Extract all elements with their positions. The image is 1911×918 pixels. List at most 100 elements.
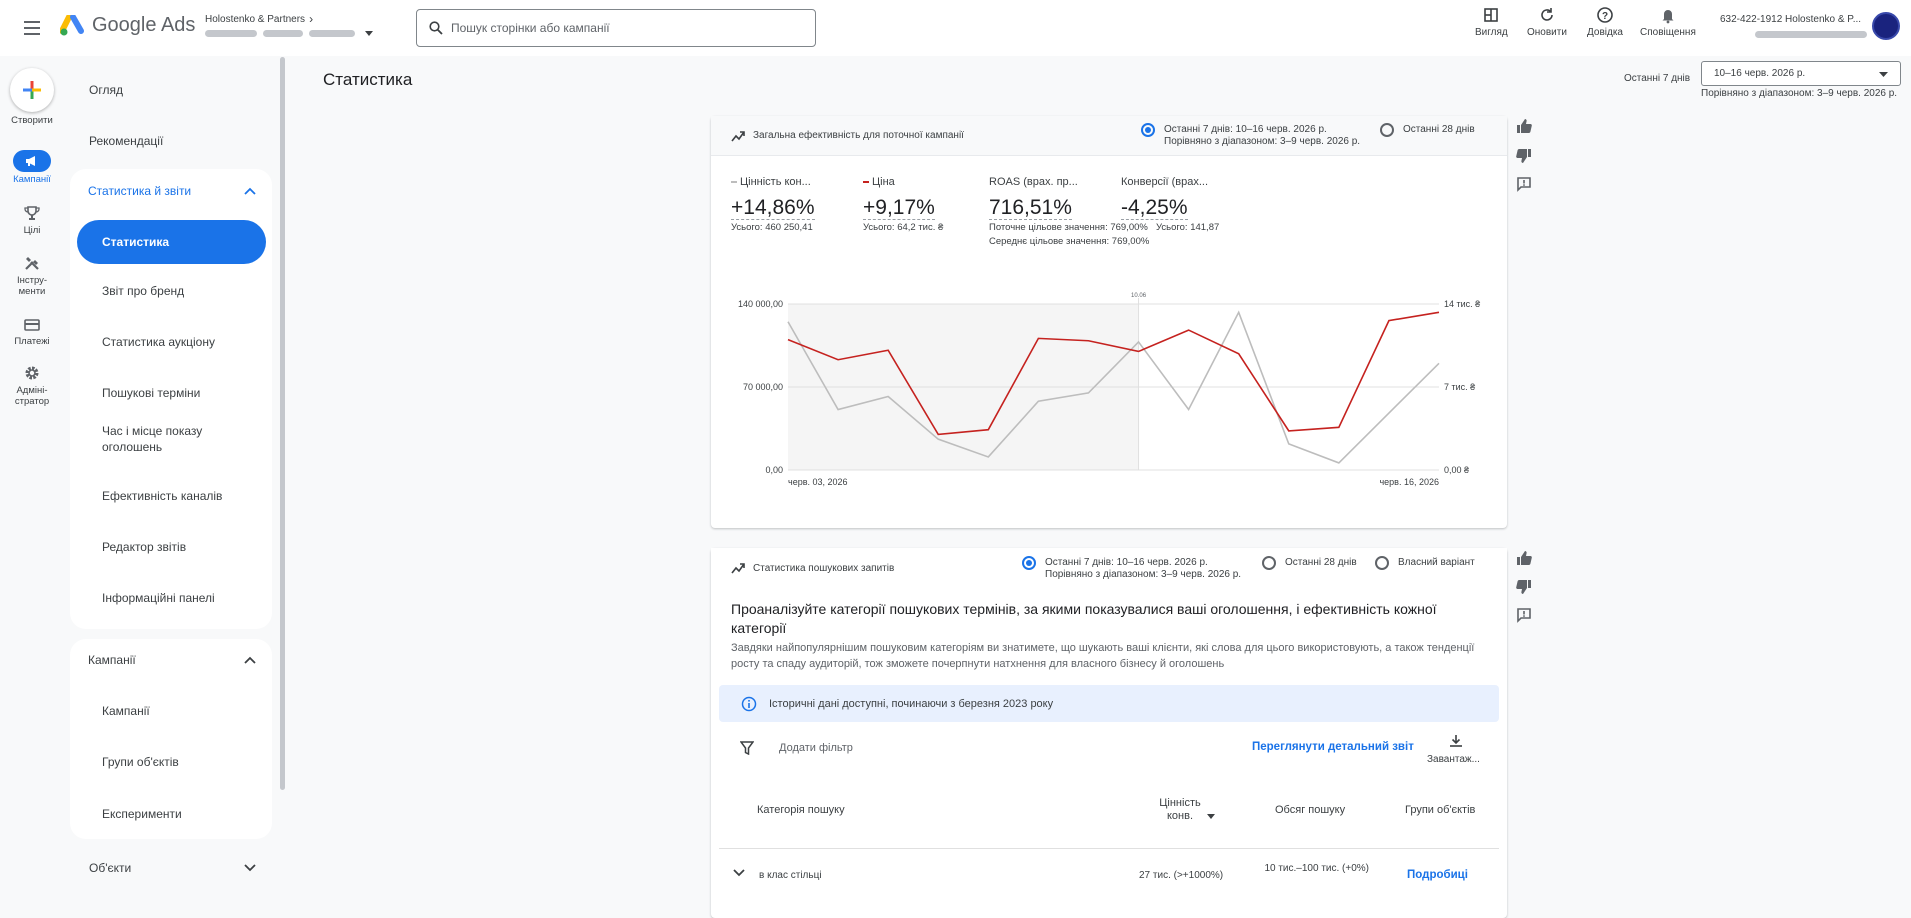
google-ads-logo[interactable]: Google Ads xyxy=(60,14,195,37)
nav-item-asset-groups[interactable]: Групи об'єктів xyxy=(102,755,179,769)
metric-roas[interactable]: ROAS (врах. пр... 716,51% Поточне цільов… xyxy=(989,176,1169,248)
rail-label-goals: Цілі xyxy=(23,225,41,236)
series-swatch-red xyxy=(863,181,869,183)
y-right-tick-label: 7 тис. ₴ xyxy=(1444,382,1475,392)
download-button[interactable]: Завантаж... xyxy=(1427,754,1480,765)
search-icon xyxy=(429,21,443,35)
date-range-selector[interactable]: 10–16 черв. 2026 р. xyxy=(1701,61,1901,86)
thumbs-up-icon[interactable] xyxy=(1516,550,1532,566)
performance-card: Загальна ефективність для поточної кампа… xyxy=(711,116,1507,528)
search-insights-title: Статистика пошукових запитів xyxy=(753,562,895,574)
filter-icon[interactable] xyxy=(740,741,754,755)
view-detailed-report-link[interactable]: Переглянути детальний звіт xyxy=(1252,741,1414,753)
nav-item-report-editor[interactable]: Редактор звітів xyxy=(102,540,187,554)
nav-overview[interactable]: Огляд xyxy=(89,83,123,97)
sort-desc-icon xyxy=(1207,814,1215,819)
thumbs-down-icon[interactable] xyxy=(1516,579,1532,595)
download-icon[interactable] xyxy=(1449,734,1463,748)
row-category: в клас стільці xyxy=(759,870,822,881)
metric-conversions[interactable]: Конверсії (врах... -4,25% Усього: 141,87 xyxy=(1121,176,1219,234)
feedback-icon[interactable] xyxy=(1516,176,1532,192)
row-search-volume: 10 тис.–100 тис. (+0%) xyxy=(1264,863,1369,874)
radio-last-28-days[interactable] xyxy=(1380,123,1394,137)
nav-item-statistics[interactable]: Статистика xyxy=(77,220,266,264)
thumbs-down-icon[interactable] xyxy=(1516,148,1532,164)
rail-label-billing: Платежі xyxy=(14,336,50,347)
search-input[interactable] xyxy=(451,21,781,35)
search-insights-description: Завдяки найпопулярнішим пошуковим катего… xyxy=(731,642,1475,670)
campaigns-pill xyxy=(13,150,51,172)
row-details-link[interactable]: Подробиці xyxy=(1407,869,1468,881)
notifications-button[interactable]: Сповіщення xyxy=(1640,6,1696,38)
rail-label-campaigns: Кампанії xyxy=(13,174,51,185)
nav-reports-header[interactable]: Статистика й звіти xyxy=(88,184,256,198)
nav-item-channel-performance[interactable]: Ефективність каналів xyxy=(102,489,223,503)
radio-last-28-days-label: Останні 28 днів xyxy=(1403,124,1475,135)
avatar[interactable] xyxy=(1872,12,1900,40)
rail-item-campaigns[interactable]: Кампанії xyxy=(0,150,64,185)
rail-item-tools[interactable]: Інстру-менти xyxy=(0,255,64,297)
help-label: Довідка xyxy=(1587,27,1623,38)
nav-item-when-where[interactable]: Час і місце показу оголошень xyxy=(102,424,203,454)
refresh-button[interactable]: Оновити xyxy=(1527,6,1567,38)
view-button[interactable]: Вигляд xyxy=(1475,6,1508,38)
dropdown-arrow-icon xyxy=(1879,72,1888,77)
create-button[interactable] xyxy=(10,68,54,112)
metric-name: Цінність кон... xyxy=(740,176,811,188)
performance-card-title: Загальна ефективність для поточної кампа… xyxy=(753,130,964,141)
metric-cost[interactable]: Ціна +9,17% Усього: 64,2 тис. ₴ xyxy=(863,176,943,234)
radio-last-7-days[interactable] xyxy=(1022,556,1036,570)
rail-item-billing[interactable]: Платежі xyxy=(0,318,64,347)
metric-total: Усього: 460 250,41 xyxy=(731,222,813,233)
add-filter-button[interactable]: Додати фільтр xyxy=(779,742,853,754)
metric-conv-value[interactable]: Цінність кон... +14,86% Усього: 460 250,… xyxy=(731,176,815,234)
chevron-right-icon: › xyxy=(309,12,314,26)
nav-recommendations[interactable]: Рекомендації xyxy=(89,134,164,148)
column-header-asset-groups[interactable]: Групи об'єктів xyxy=(1405,804,1476,816)
chevron-down-icon[interactable] xyxy=(733,869,745,877)
nav-item-auction-insights[interactable]: Статистика аукціону xyxy=(102,335,215,349)
column-header-category[interactable]: Категорія пошуку xyxy=(757,804,845,816)
search-insights-card: Статистика пошукових запитів Останні 7 д… xyxy=(711,548,1507,918)
metric-name: ROAS (врах. пр... xyxy=(989,176,1078,188)
nav-item-search-terms[interactable]: Пошукові терміни xyxy=(102,386,201,400)
column-header-conv-value[interactable]: Цінність конв. xyxy=(1145,797,1215,823)
nav-item-brand-report[interactable]: Звіт про бренд xyxy=(102,284,185,298)
rail-item-admin[interactable]: Адміні-стратор xyxy=(0,365,64,407)
radio1-sub-text: Порівняно з діапазоном: 3–9 черв. 2026 р… xyxy=(1164,136,1361,147)
nav-item-experiments[interactable]: Експерименти xyxy=(102,807,182,821)
column-header-search-volume[interactable]: Обсяг пошуку xyxy=(1275,804,1346,816)
radio-last-28-days-label: Останні 28 днів xyxy=(1285,557,1357,568)
menu-icon[interactable] xyxy=(20,16,44,40)
feedback-icon[interactable] xyxy=(1516,607,1532,623)
metric-name: Ціна xyxy=(872,176,895,188)
account-info[interactable]: 632-422-1912 Holostenko & P... xyxy=(1720,14,1880,41)
nav-campaigns-header[interactable]: Кампанії xyxy=(88,653,256,667)
table-row[interactable]: в клас стільці 27 тис. (>+1000%) 10 тис.… xyxy=(719,848,1499,900)
y-right-tick-label: 14 тис. ₴ xyxy=(1444,299,1480,309)
nav-item-campaigns[interactable]: Кампанії xyxy=(102,704,150,718)
radio-last-7-days[interactable] xyxy=(1141,123,1155,137)
nav-item-dashboards[interactable]: Інформаційні панелі xyxy=(102,591,215,605)
search-box[interactable] xyxy=(416,9,816,47)
radio-last-7-days-label: Останні 7 днів: 10–16 черв. 2026 р. Порів… xyxy=(1164,124,1360,148)
search-insights-heading: Проаналізуйте категорії пошукових термін… xyxy=(731,601,1437,636)
account-email-blurred xyxy=(1755,30,1880,41)
nav-assets-header[interactable]: Об'єкти xyxy=(89,861,256,875)
view-label: Вигляд xyxy=(1475,27,1508,38)
marker-label: 10.06 xyxy=(1131,293,1147,299)
column-header-conv-value-label: Цінність конв. xyxy=(1159,797,1201,822)
radio-last-28-days[interactable] xyxy=(1262,556,1276,570)
account-info-line: 632-422-1912 Holostenko & P... xyxy=(1720,14,1862,25)
metric-value: +9,17% xyxy=(863,196,935,220)
tools-icon xyxy=(25,257,39,270)
nav-scrollbar[interactable] xyxy=(280,57,285,790)
radio-custom[interactable] xyxy=(1375,556,1389,570)
help-button[interactable]: ? Довідка xyxy=(1587,6,1623,38)
thumbs-up-icon[interactable] xyxy=(1516,118,1532,134)
performance-line-chart[interactable]: 10.06 0,00 0,00 ₴ 70 000,00 7 тис. ₴ 140 000,… xyxy=(711,276,1507,516)
rail-item-goals[interactable]: Цілі xyxy=(0,205,64,236)
nav-reports-card: Статистика й звіти Статистика Звіт про б… xyxy=(70,169,272,629)
account-selector[interactable]: Holostenko & Partners › xyxy=(205,12,395,37)
chevron-down-icon xyxy=(244,864,256,872)
